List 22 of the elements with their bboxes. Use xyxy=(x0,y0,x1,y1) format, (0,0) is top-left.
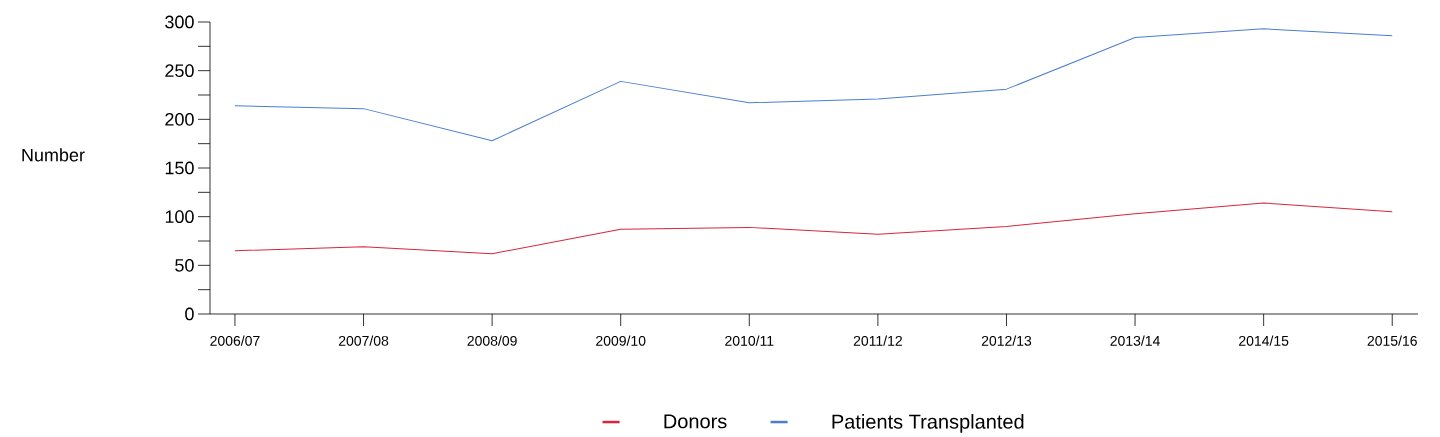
y-tick-label: 250 xyxy=(165,64,194,78)
legend-label: Patients Transplanted xyxy=(832,414,1024,433)
line-series xyxy=(234,202,1393,255)
y-tick-label: 0 xyxy=(185,307,194,321)
x-tick-label: 2006/07 xyxy=(210,335,260,346)
x-tick-label: 2009/10 xyxy=(596,335,646,346)
x-tick-label: 2007/08 xyxy=(338,335,389,346)
x-tick-label: 2014/15 xyxy=(1239,335,1289,346)
x-tick-label: 2008/09 xyxy=(467,335,517,346)
line-series xyxy=(234,28,1393,142)
x-tick-label: 2011/12 xyxy=(853,335,902,346)
legend-label: Donors xyxy=(664,414,727,429)
y-tick-label: 150 xyxy=(165,161,194,175)
x-tick-label: 2015/16 xyxy=(1367,335,1417,346)
x-tick-label: 2010/11 xyxy=(725,335,774,346)
y-tick-label: 200 xyxy=(165,112,194,126)
y-axis-title: Number xyxy=(22,148,85,162)
y-tick-label: 50 xyxy=(175,258,194,272)
x-tick-label: 2013/14 xyxy=(1110,335,1160,346)
y-tick-label: 300 xyxy=(165,15,194,29)
y-tick-label: 100 xyxy=(165,210,194,224)
x-tick-label: 2012/13 xyxy=(981,335,1032,346)
